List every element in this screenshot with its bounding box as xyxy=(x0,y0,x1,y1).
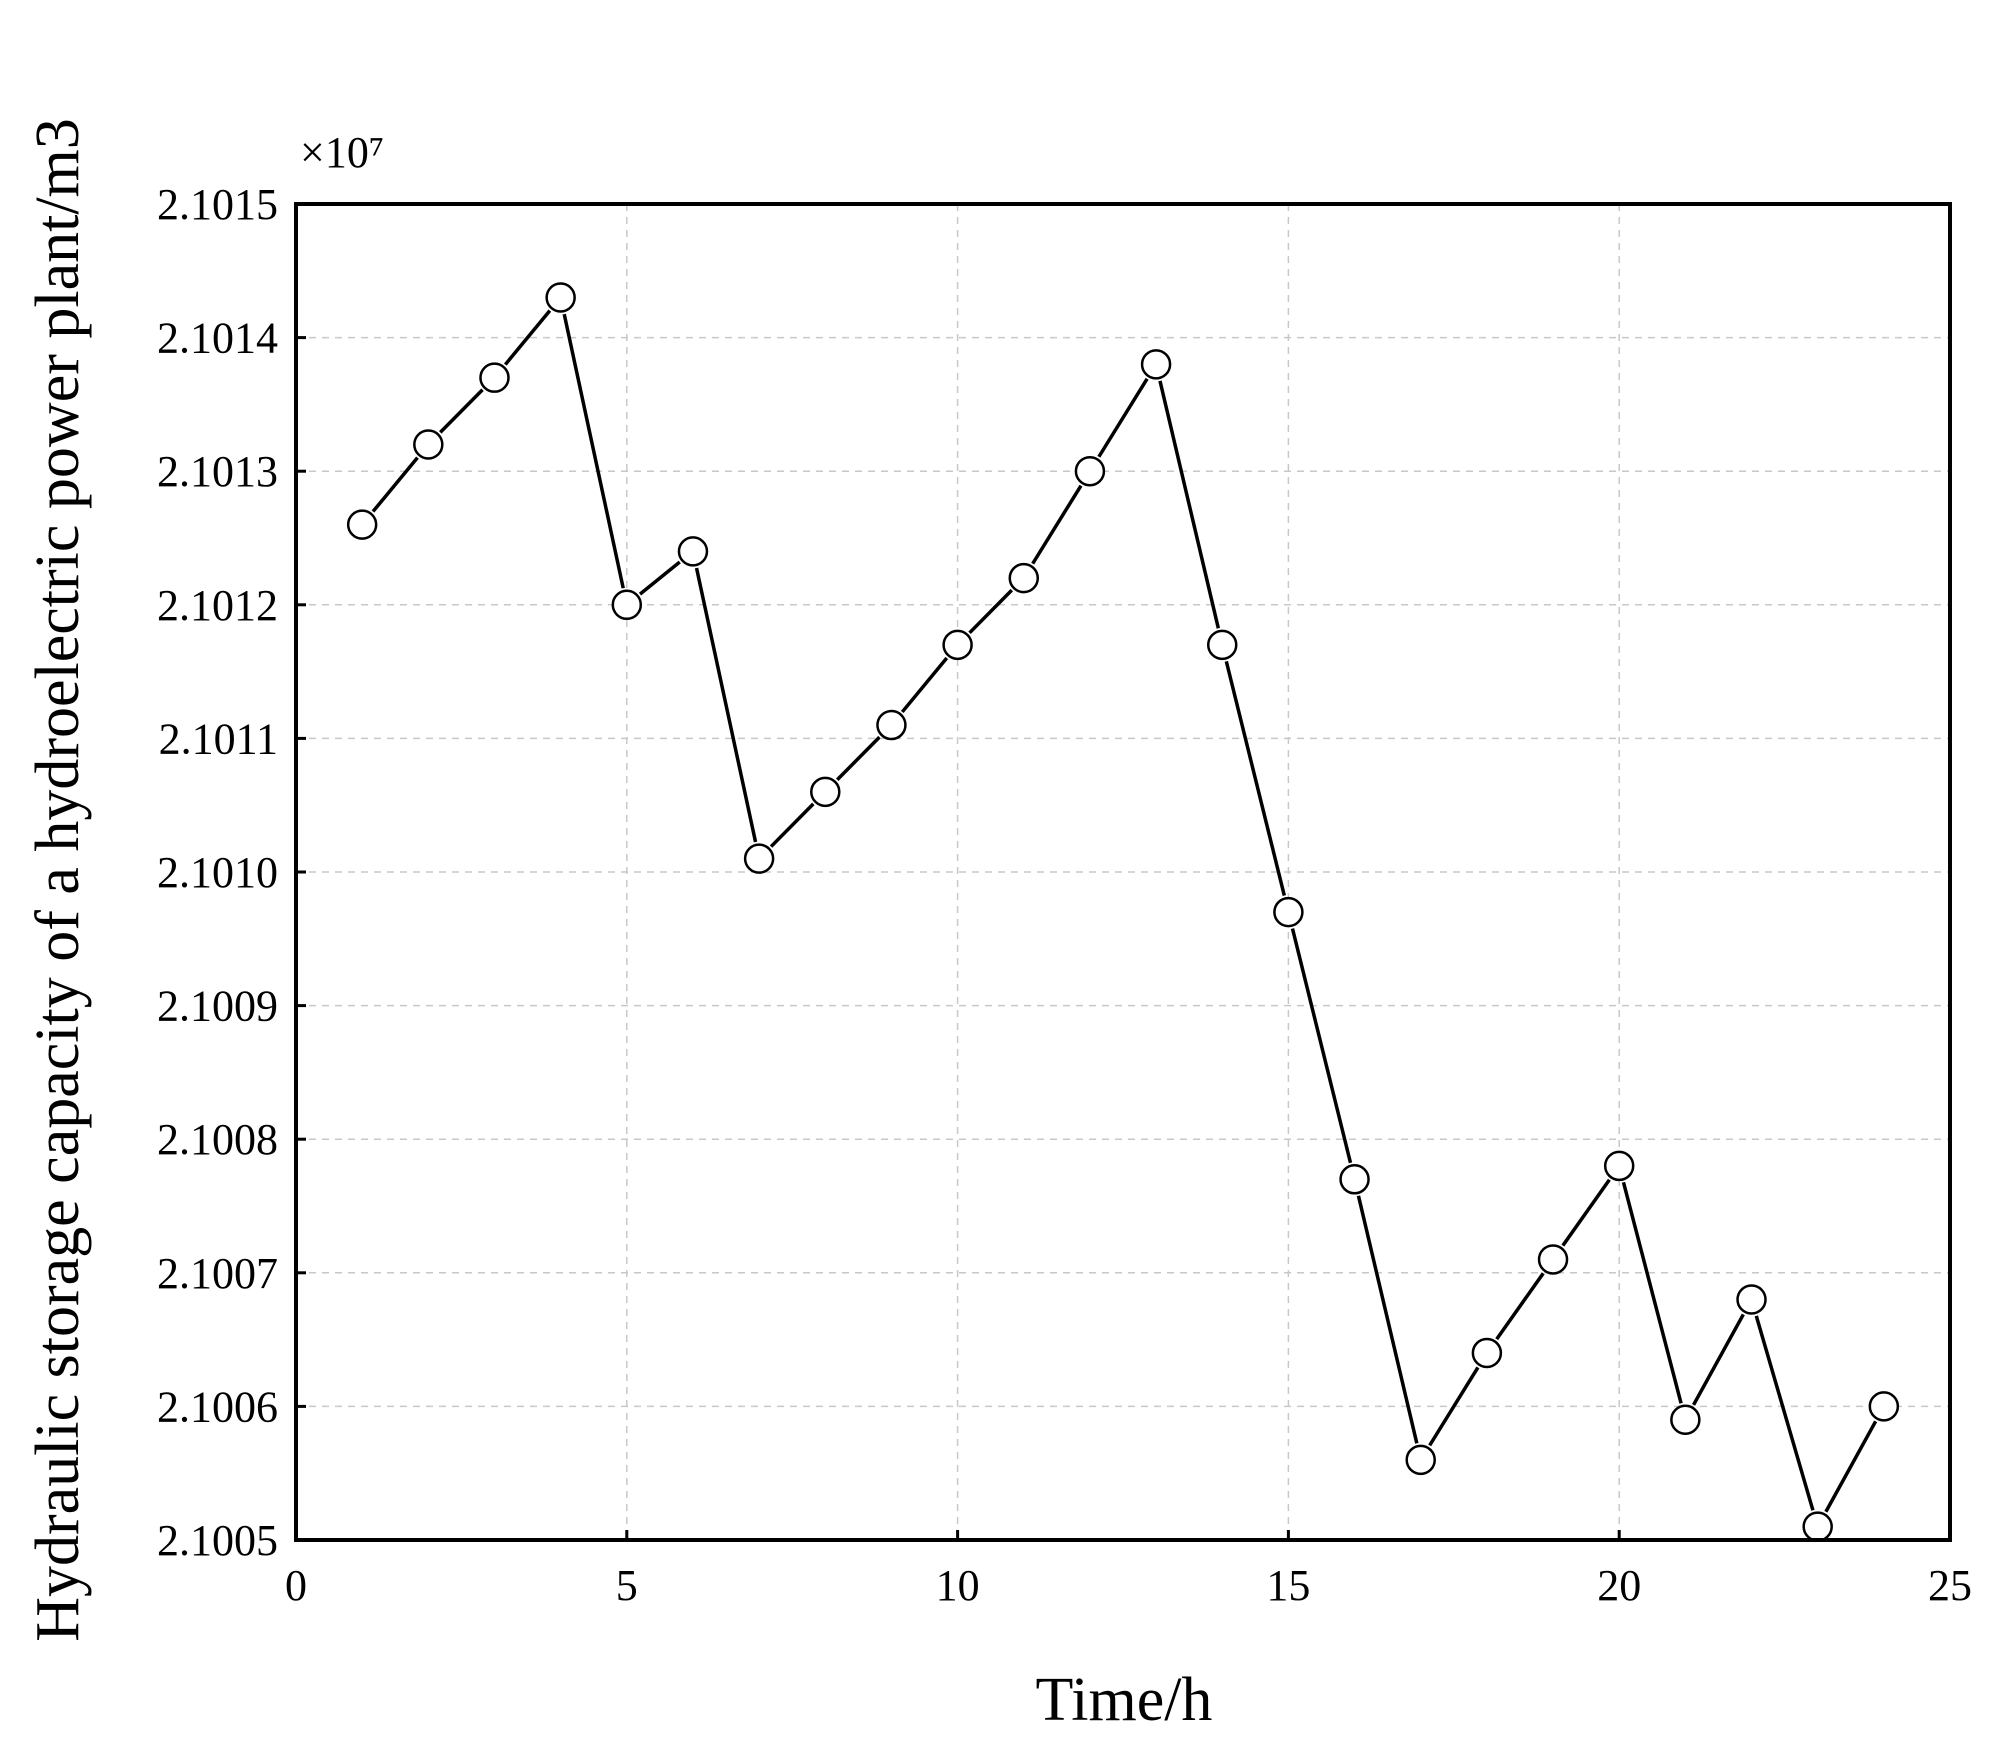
series-line-segment xyxy=(1495,1272,1545,1341)
series-line-segment xyxy=(900,656,949,714)
y-tick-label: 2.1008 xyxy=(157,1115,278,1164)
data-point xyxy=(677,536,709,567)
data-point xyxy=(1802,1511,1833,1542)
series-line-segment xyxy=(503,309,552,366)
series-line-segment xyxy=(769,802,815,848)
series-line-segment xyxy=(835,735,881,781)
x-tick-label: 0 xyxy=(285,1561,307,1610)
series-line-segment xyxy=(1290,928,1353,1164)
data-point xyxy=(611,589,643,621)
data-point xyxy=(545,282,576,313)
series-line-segment xyxy=(1428,1366,1480,1447)
y-tick-label: 2.1015 xyxy=(157,180,278,229)
y-tick-label: 2.1011 xyxy=(159,714,278,763)
x-tick-label: 15 xyxy=(1266,1561,1310,1610)
series-line-segment xyxy=(1824,1420,1878,1513)
y-tick-label: 2.1007 xyxy=(157,1249,278,1298)
data-point xyxy=(1206,629,1238,661)
x-tick-label: 5 xyxy=(616,1561,638,1610)
data-point xyxy=(942,629,973,661)
series-line-segment xyxy=(1561,1178,1611,1247)
y-tick-labels: 2.1005 2.1006 2.1007 2.1008 2.1009 2.1010 2.10… xyxy=(157,180,278,1565)
data-series xyxy=(346,282,1900,1542)
series-line-segment xyxy=(1158,380,1221,629)
x-tick-labels: 0 5 10 15 20 25 xyxy=(285,1561,1972,1610)
y-tick-label: 2.1012 xyxy=(157,581,278,630)
grid-lines xyxy=(296,204,1950,1540)
series-line-segment xyxy=(694,567,758,843)
x-tick-label: 10 xyxy=(936,1561,980,1610)
data-point xyxy=(876,709,907,741)
data-point xyxy=(1868,1391,1900,1422)
series-line-segment xyxy=(1692,1313,1745,1406)
y-tick-label: 2.1014 xyxy=(157,314,278,363)
y-axis-title: Hydraulic storage capacity of a hydroele… xyxy=(24,118,92,1642)
series-line-segment xyxy=(562,313,625,589)
series-line-segment xyxy=(1097,377,1149,458)
data-point xyxy=(1405,1444,1436,1476)
y-tick-label: 2.1005 xyxy=(157,1516,278,1565)
y-tick-label: 2.1009 xyxy=(157,982,278,1031)
data-point xyxy=(1537,1244,1569,1275)
x-axis-title: Time/h xyxy=(1036,1666,1213,1734)
data-point xyxy=(1603,1150,1635,1182)
series-line-segment xyxy=(1031,484,1083,565)
y-tick-label: 2.1010 xyxy=(157,848,278,897)
data-point xyxy=(413,429,444,460)
series-line-segment xyxy=(638,560,681,596)
data-point xyxy=(1736,1284,1767,1315)
data-point xyxy=(743,843,775,874)
data-point xyxy=(1140,349,1172,380)
plot-area-frame xyxy=(294,202,1952,1542)
y-tick-label: 2.1013 xyxy=(157,447,278,496)
data-point xyxy=(1339,1164,1370,1195)
series-line-segment xyxy=(1356,1195,1419,1444)
data-point xyxy=(1273,896,1304,928)
data-point xyxy=(479,362,510,393)
data-point xyxy=(810,776,841,808)
series-line-segment xyxy=(1621,1181,1683,1404)
series-line-segment xyxy=(439,388,484,434)
series-line-segment xyxy=(1754,1315,1815,1511)
y-axis-multiplier: ×10⁷ xyxy=(300,128,384,177)
series-line-segment xyxy=(1224,660,1287,896)
series-line-segment xyxy=(371,456,419,513)
data-point xyxy=(346,509,378,540)
x-tick-label: 20 xyxy=(1597,1561,1641,1610)
data-point xyxy=(1471,1337,1503,1369)
data-point xyxy=(1670,1404,1701,1436)
y-tick-label: 2.1006 xyxy=(157,1382,278,1431)
data-point xyxy=(1008,562,1040,594)
data-point xyxy=(1074,455,1106,487)
x-tick-label: 25 xyxy=(1928,1561,1972,1610)
series-line-segment xyxy=(968,588,1014,635)
